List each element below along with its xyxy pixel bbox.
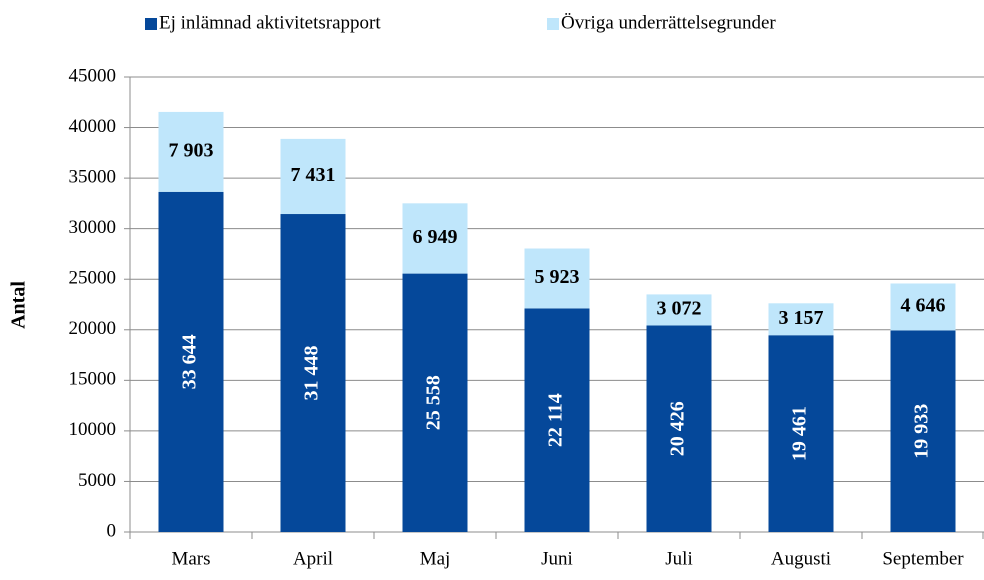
y-tick-label: 45000 <box>69 65 117 86</box>
bar-segment <box>402 273 468 532</box>
bar-segment <box>524 248 590 309</box>
x-tick-label: April <box>293 548 333 569</box>
data-label: 3 072 <box>657 298 702 320</box>
x-tick-label: September <box>882 548 964 569</box>
y-axis-label: Antal <box>8 281 30 329</box>
x-tick-label: Mars <box>171 548 210 569</box>
data-label: 20 426 <box>667 401 689 456</box>
y-tick-label: 10000 <box>69 419 117 440</box>
bar-segment <box>402 203 468 274</box>
y-tick-label: 5000 <box>78 470 116 491</box>
data-label: 7 903 <box>169 139 214 161</box>
bar-segment <box>646 325 712 532</box>
bar-segment <box>646 294 712 326</box>
bar-segment <box>280 138 346 215</box>
data-label: 19 933 <box>911 404 933 459</box>
bar-segment <box>158 191 224 532</box>
x-tick-label: Juni <box>541 548 573 569</box>
bar-segment <box>280 214 346 533</box>
data-label: 5 923 <box>535 266 580 288</box>
y-tick-label: 25000 <box>69 268 117 289</box>
y-tick-label: 35000 <box>69 166 117 187</box>
data-label: 6 949 <box>413 226 458 248</box>
y-tick-label: 30000 <box>69 217 117 238</box>
legend-swatch <box>547 18 559 30</box>
bar-segment <box>768 303 834 336</box>
bar-segment <box>158 111 224 192</box>
bar-segment <box>890 283 956 331</box>
bar-segment <box>524 308 590 532</box>
x-tick-label: Juli <box>665 548 692 569</box>
legend-label: Ej inlämnad aktivitetsrapport <box>159 12 381 33</box>
legend-label: Övriga underrättelsegrunder <box>561 12 776 33</box>
legend-swatch <box>145 18 157 30</box>
data-label: 4 646 <box>901 295 946 317</box>
bar-segment <box>890 330 956 532</box>
data-label: 19 461 <box>789 406 811 461</box>
data-label: 3 157 <box>779 307 824 329</box>
bar-segment <box>768 335 834 532</box>
y-tick-label: 15000 <box>69 369 117 390</box>
data-label: 25 558 <box>423 375 445 430</box>
x-tick-label: Augusti <box>771 548 831 569</box>
y-tick-label: 40000 <box>69 116 117 137</box>
x-tick-label: Maj <box>420 548 451 569</box>
data-label: 31 448 <box>301 346 323 401</box>
data-label: 33 644 <box>179 334 201 389</box>
y-tick-label: 0 <box>107 520 117 541</box>
data-label: 22 114 <box>545 393 567 447</box>
y-tick-label: 20000 <box>69 318 117 339</box>
data-label: 7 431 <box>291 164 336 186</box>
